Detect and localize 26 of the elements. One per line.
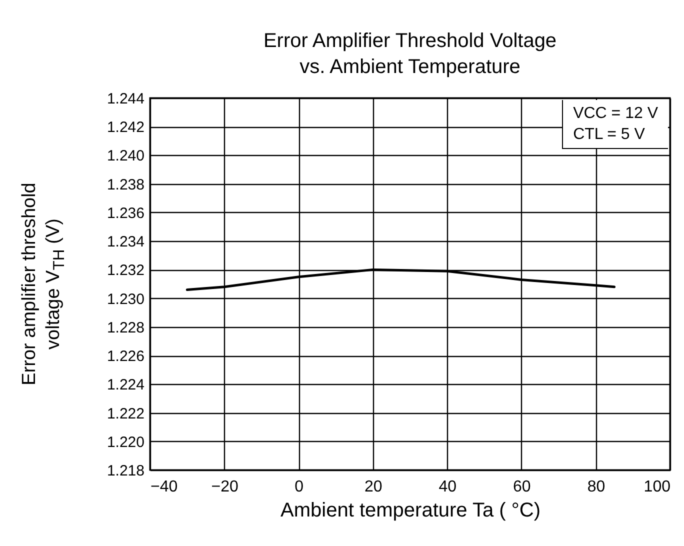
chart-title: Error Amplifier Threshold Voltage vs. Ambient Temperature xyxy=(263,30,557,78)
y-tick-label: 1.224 xyxy=(106,376,144,394)
y-tick-label: 1.238 xyxy=(106,176,144,194)
x-axis-title: Ambient temperature Ta ( °C) xyxy=(280,500,540,522)
x-tick-label: 20 xyxy=(364,478,382,496)
x-tick-label: −40 xyxy=(150,478,178,496)
x-tick-label: 0 xyxy=(294,478,304,496)
annotation: VCC = 12 V xyxy=(573,105,658,122)
y-tick-label: 1.236 xyxy=(106,204,144,222)
y-tick-label: 1.232 xyxy=(106,262,144,280)
x-tick-label: 80 xyxy=(587,478,606,496)
y-tick-label: 1.240 xyxy=(106,148,144,165)
y-tick-label: 1.242 xyxy=(106,119,144,136)
y-tick-label: 1.244 xyxy=(106,90,144,108)
y-tick-label: 1.218 xyxy=(106,462,144,480)
y-tick-label: 1.226 xyxy=(106,348,144,366)
x-tick-label: −20 xyxy=(211,478,238,496)
x-tick-label: 40 xyxy=(438,478,457,496)
y-tick-label: 1.220 xyxy=(106,434,144,451)
x-tick-label: 100 xyxy=(644,478,671,496)
annotation: CTL = 5 V xyxy=(573,126,645,143)
x-tick-label: 60 xyxy=(513,478,531,496)
y-tick-label: 1.234 xyxy=(106,234,144,251)
y-tick-label: 1.222 xyxy=(106,405,144,422)
y-tick-label: 1.228 xyxy=(106,319,144,336)
y-tick-label: 1.230 xyxy=(106,290,144,308)
